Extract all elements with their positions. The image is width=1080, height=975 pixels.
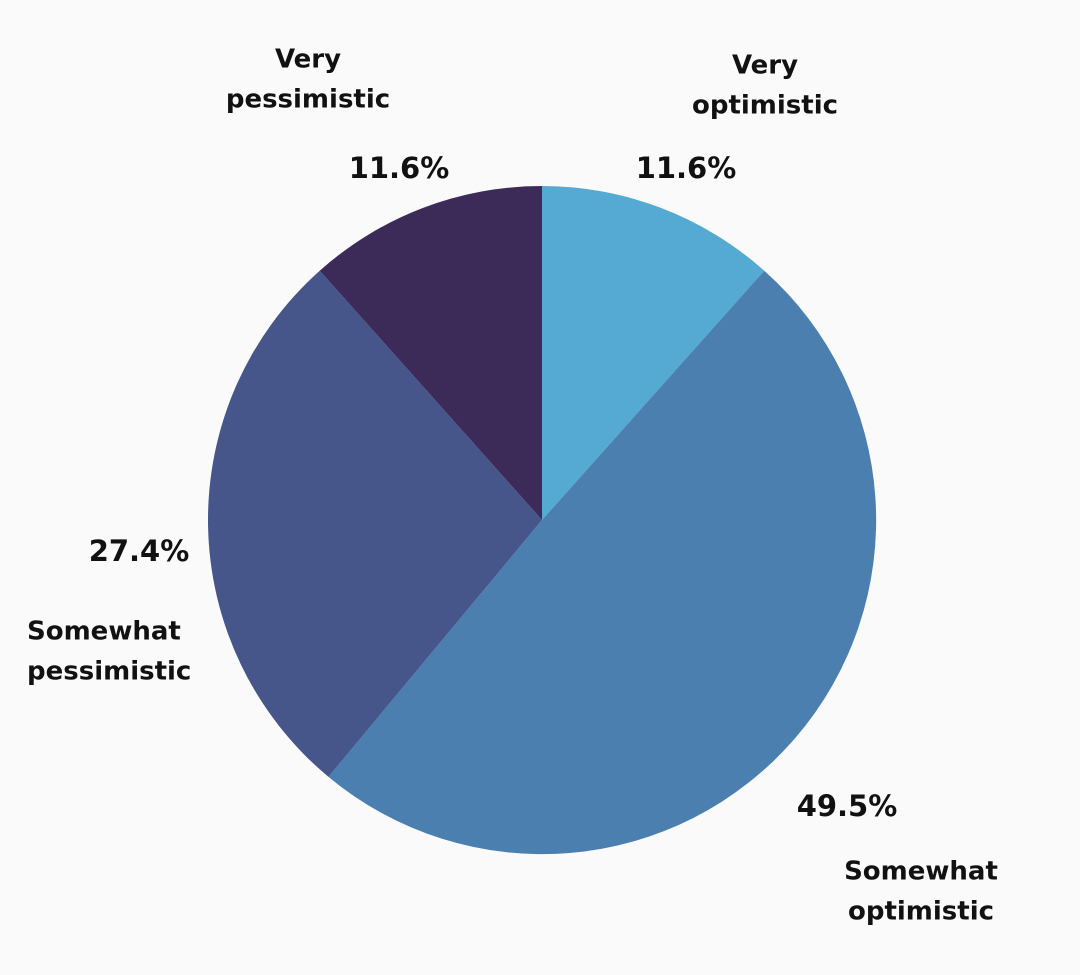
pie-labels: 11.6% Very optimistic 49.5% Somewhat optimist…	[27, 45, 998, 927]
pie-slice-very-optimistic	[542, 186, 765, 520]
slice-value-label: 49.5%	[797, 789, 898, 823]
slice-category-label: pessimistic	[27, 657, 191, 687]
pie-slices	[207, 186, 877, 855]
slice-category-label: pessimistic	[226, 85, 390, 115]
pie-slice-somewhat-optimistic	[328, 270, 877, 855]
slice-value-label: 11.6%	[636, 151, 737, 185]
slice-value-label: 11.6%	[349, 151, 450, 185]
slice-category-label: optimistic	[848, 897, 994, 927]
slice-category-label: Very	[732, 51, 798, 81]
slice-category-label: Somewhat	[27, 617, 181, 647]
pie-slice-very-pessimistic	[319, 186, 542, 520]
slice-value-label: 27.4%	[89, 534, 190, 568]
slice-category-label: Very	[275, 45, 341, 75]
slice-category-label: optimistic	[692, 91, 838, 121]
slice-category-label: Somewhat	[844, 857, 998, 887]
pie-slice-somewhat-pessimistic	[207, 270, 542, 777]
